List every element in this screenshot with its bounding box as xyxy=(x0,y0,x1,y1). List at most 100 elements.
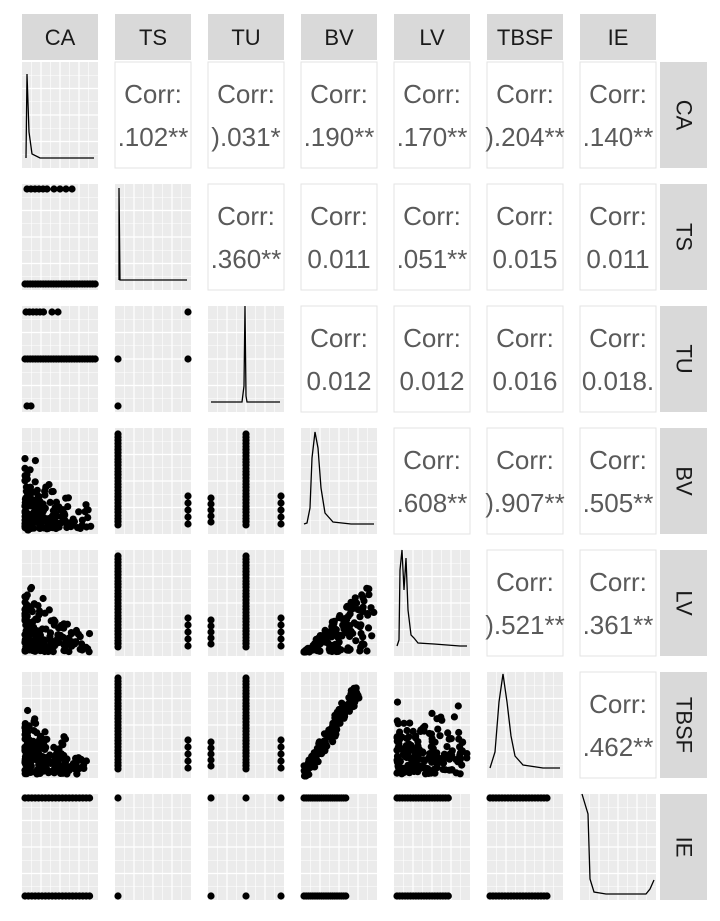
data-point xyxy=(45,481,53,489)
data-point xyxy=(23,636,31,644)
data-point xyxy=(444,892,452,900)
data-point xyxy=(342,892,350,900)
data-point xyxy=(338,632,346,640)
data-point xyxy=(242,765,250,773)
data-point xyxy=(315,634,323,642)
data-point xyxy=(207,756,215,764)
data-point xyxy=(42,743,50,752)
scatter-points-lv-tu xyxy=(207,552,285,651)
column-label-ca: CA xyxy=(45,25,76,50)
data-point xyxy=(76,633,84,641)
corr-panel-ts-tbsf xyxy=(486,183,564,291)
data-point xyxy=(317,741,325,750)
data-point xyxy=(336,612,344,620)
data-point xyxy=(344,612,352,620)
data-point xyxy=(184,750,192,758)
corr-panel-ca-tu xyxy=(207,61,285,169)
data-point xyxy=(184,757,192,765)
data-point xyxy=(60,733,68,741)
data-point xyxy=(406,719,414,727)
corr-label: Corr: xyxy=(589,445,647,475)
data-point xyxy=(22,753,30,761)
data-point xyxy=(184,635,192,643)
data-point xyxy=(306,762,314,770)
corr-value: .462** xyxy=(583,732,654,762)
data-point xyxy=(437,713,445,721)
corr-label: Corr: xyxy=(496,323,554,353)
data-point xyxy=(328,618,336,626)
data-point xyxy=(44,524,52,533)
row-strip-ts xyxy=(660,184,707,290)
row-label-ca: CA xyxy=(672,100,697,131)
data-point xyxy=(337,646,345,654)
data-point xyxy=(403,726,411,735)
corr-value: 0.015 xyxy=(492,244,557,274)
corr-panel-ts-ie xyxy=(579,183,657,291)
data-point xyxy=(207,640,215,648)
data-point xyxy=(207,512,215,520)
data-point xyxy=(403,734,411,743)
data-point xyxy=(207,750,215,758)
data-point xyxy=(346,622,354,630)
column-strip-ie xyxy=(580,14,656,60)
data-point xyxy=(207,518,215,526)
data-point xyxy=(363,647,371,655)
data-point xyxy=(184,492,192,500)
density-curve-ts xyxy=(118,187,187,281)
data-point xyxy=(55,638,63,647)
data-point xyxy=(207,634,215,642)
data-point xyxy=(28,515,36,523)
data-point xyxy=(343,706,351,715)
data-point xyxy=(46,629,55,637)
corr-panel-tu-bv xyxy=(300,305,378,413)
row-label-ts: TS xyxy=(672,223,697,251)
data-point xyxy=(22,487,30,495)
data-point xyxy=(450,713,458,721)
data-point xyxy=(91,280,99,288)
column-strip-tbsf xyxy=(487,14,563,60)
data-point xyxy=(358,591,366,599)
data-point xyxy=(368,632,376,640)
data-point xyxy=(85,630,94,638)
data-point xyxy=(33,729,41,737)
data-point xyxy=(65,763,73,771)
corr-panel-ts-bv xyxy=(300,183,378,291)
corr-label: Corr: xyxy=(496,79,554,109)
scatter-points-ts-ca xyxy=(21,185,99,288)
scatter-points-ie-ca xyxy=(21,794,94,900)
corr-label: Corr: xyxy=(589,323,647,353)
data-point xyxy=(354,691,362,700)
data-point xyxy=(277,794,285,802)
data-point xyxy=(22,473,30,481)
row-label-bv: BV xyxy=(672,466,697,496)
data-point xyxy=(44,769,53,777)
corr-label: Corr: xyxy=(589,689,647,719)
data-point xyxy=(43,185,51,193)
corr-label: Corr: xyxy=(589,201,647,231)
data-point xyxy=(350,684,358,692)
data-point xyxy=(313,647,321,655)
column-label-ie: IE xyxy=(608,25,629,50)
data-point xyxy=(22,767,30,776)
data-point xyxy=(21,735,29,743)
corr-panel-ca-lv xyxy=(393,61,471,169)
data-point xyxy=(31,478,39,486)
data-point xyxy=(62,642,70,650)
data-point xyxy=(360,640,368,649)
data-point xyxy=(30,488,38,496)
density-curve-tbsf xyxy=(489,673,560,769)
data-point xyxy=(277,492,285,500)
data-point xyxy=(463,754,471,762)
corr-label: Corr: xyxy=(217,79,275,109)
data-point xyxy=(184,628,192,636)
data-point xyxy=(41,728,49,736)
data-point xyxy=(72,638,80,646)
data-point xyxy=(23,591,31,599)
data-point xyxy=(63,770,71,778)
corr-value: .360** xyxy=(211,244,282,274)
corr-panel-bv-lv xyxy=(393,427,471,535)
data-point xyxy=(80,764,88,773)
data-point xyxy=(454,702,462,710)
scatter-points-lv-bv xyxy=(300,584,378,656)
data-point xyxy=(86,794,94,802)
